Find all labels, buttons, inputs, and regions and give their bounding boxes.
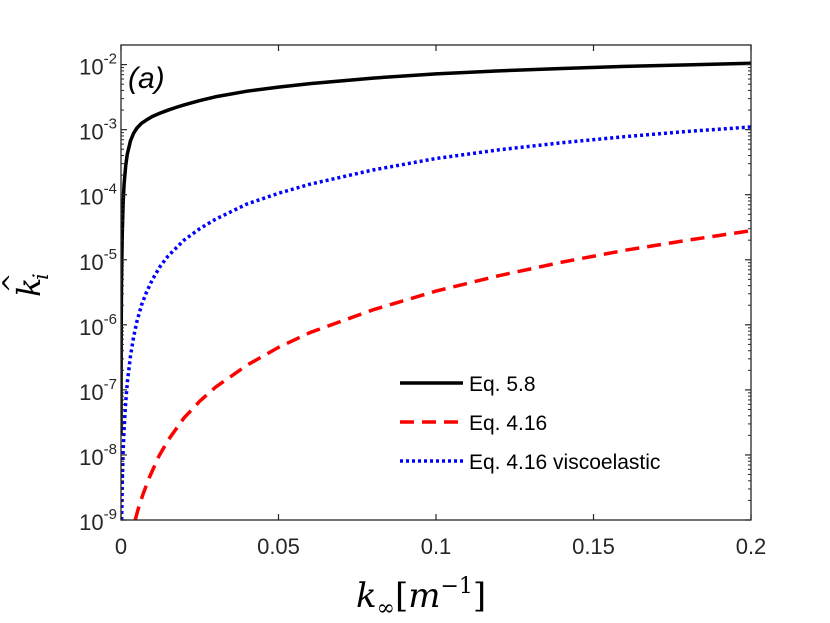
y-axis-label: k ^ i (0, 273, 53, 297)
x-axis-label-unit: m (408, 576, 440, 616)
y-tick-label: 10-7 (79, 376, 117, 405)
x-tick-label: 0.1 (421, 534, 452, 559)
legend-label-eq-4-16-viscoelastic: Eq. 4.16 viscoelastic (469, 451, 660, 474)
y-axis-ticks: 10-2 10-3 10-4 10-5 10-6 10-7 10-8 10-9 (79, 44, 751, 535)
y-tick-label: 10-6 (79, 311, 117, 340)
series-line-eq-4-16-viscoelastic (121, 125, 751, 520)
x-axis-ticks: 0 0.05 0.1 0.15 0.2 (115, 45, 766, 559)
x-axis-label: k∞[m−1] (356, 574, 486, 621)
y-tick-label: 10-8 (79, 441, 117, 470)
y-axis-label-subscript: i (29, 273, 53, 280)
x-axis-label-base: k (356, 576, 377, 616)
x-axis-label-close-bracket: ] (473, 576, 486, 616)
y-tick-label: 10-9 (79, 506, 117, 535)
x-axis-label-exponent: −1 (440, 574, 472, 599)
x-tick-label: 0.15 (572, 534, 615, 559)
legend-label-eq-5-8: Eq. 5.8 (469, 373, 536, 396)
y-tick-label: 10-4 (79, 181, 117, 210)
x-tick-label: 0 (115, 534, 127, 559)
y-tick-label: 10-3 (79, 116, 117, 145)
y-axis-label-hat: ^ (0, 273, 26, 293)
plot-area (121, 45, 751, 520)
legend: Eq. 5.8 Eq. 4.16 Eq. 4.16 viscoelastic (400, 373, 660, 474)
series-line-eq-4-16 (133, 228, 751, 520)
legend-label-eq-4-16: Eq. 4.16 (469, 412, 547, 435)
x-axis-label-subscript: ∞ (377, 596, 395, 621)
x-axis-label-open-bracket: [ (395, 576, 408, 616)
panel-label: (a) (128, 62, 165, 95)
y-tick-label: 10-5 (79, 246, 117, 275)
y-tick-label: 10-2 (79, 51, 117, 80)
y-axis-label-base: k (10, 278, 48, 297)
x-tick-label: 0.05 (257, 534, 300, 559)
x-tick-label: 0.2 (736, 534, 767, 559)
